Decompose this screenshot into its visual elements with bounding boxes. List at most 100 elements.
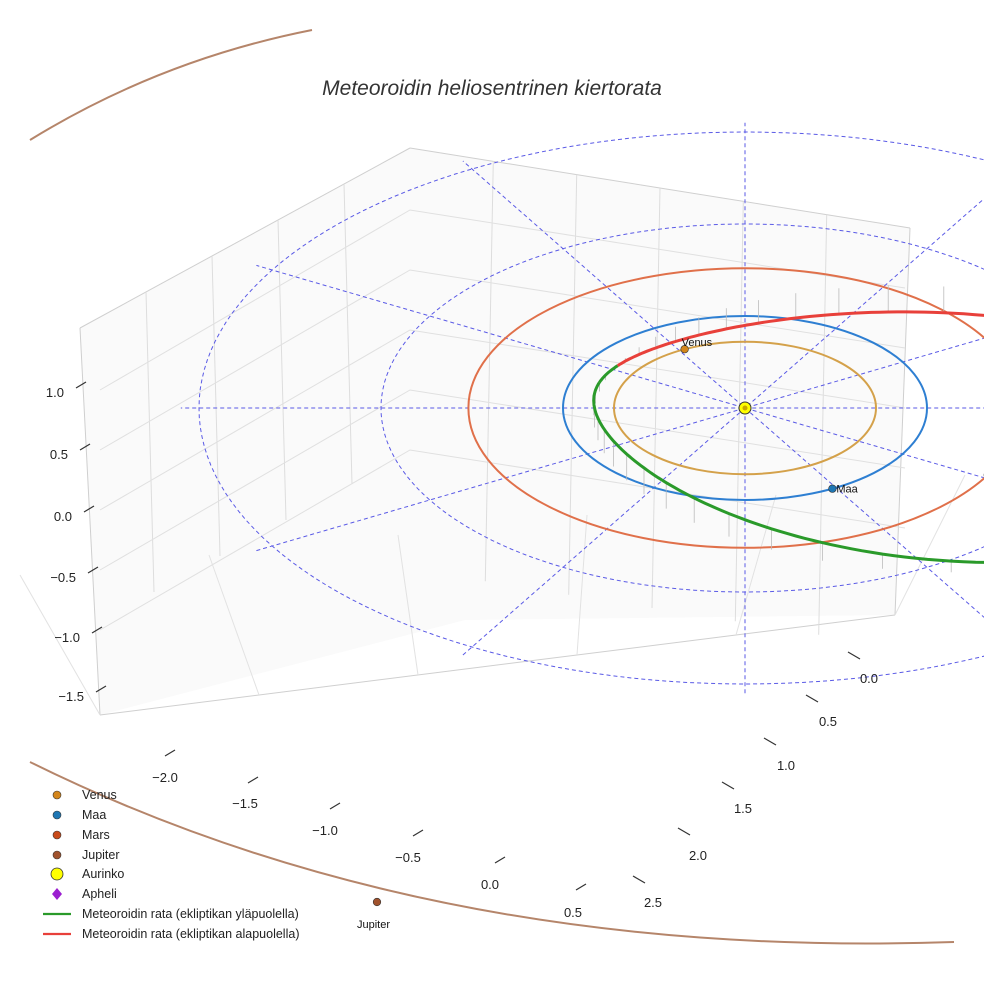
z-tick-labels: 1.0 0.5 0.0 −0.5 −1.0 −1.5 xyxy=(46,385,84,704)
z-tick-label: 0.5 xyxy=(50,447,68,462)
y-tick-labels: 0.0 0.5 1.0 1.5 2.0 2.5 xyxy=(644,671,878,910)
legend-label: Aurinko xyxy=(82,867,124,881)
legend-item-apheli: Apheli xyxy=(52,887,117,901)
legend-marker xyxy=(52,810,62,820)
grid-line xyxy=(208,554,260,696)
planet-label-jupiter: Jupiter xyxy=(357,919,390,931)
x-tick-mark xyxy=(164,749,176,757)
legend-item-jupiter: Jupiter xyxy=(52,848,120,862)
y-tick-mark xyxy=(847,651,861,660)
z-tick-label: 1.0 xyxy=(46,385,64,400)
planet-label-maa: Maa xyxy=(836,484,858,496)
z-tick-label: −0.5 xyxy=(50,570,76,585)
legend-marker xyxy=(52,850,62,860)
y-tick-label: 2.5 xyxy=(644,895,662,910)
grid-line xyxy=(99,389,906,571)
orbit-segment-above xyxy=(592,381,984,564)
x-tick-label: 0.0 xyxy=(481,877,499,892)
y-tick-mark xyxy=(632,875,646,884)
z-tick-mark xyxy=(79,443,91,451)
z-tick-label: 0.0 xyxy=(54,509,72,524)
grid-lines xyxy=(19,161,966,716)
legend-label: Maa xyxy=(82,808,106,822)
sun-core xyxy=(742,405,748,411)
legend-label: Meteoroidin rata (ekliptikan yläpuolella… xyxy=(82,907,299,921)
ecliptic-spoke xyxy=(256,264,984,479)
y-tick-label: 2.0 xyxy=(689,848,707,863)
grid-line xyxy=(99,209,906,391)
orbit-segment-above xyxy=(598,364,619,384)
ecliptic-ring xyxy=(380,223,984,593)
axes-box xyxy=(19,147,966,891)
z-tick-mark xyxy=(83,505,95,513)
x-tick-label: −0.5 xyxy=(395,850,421,865)
grid-line xyxy=(734,201,744,622)
z-tick-label: −1.5 xyxy=(58,689,84,704)
legend-item-orbit-below: Meteoroidin rata (ekliptikan alapuolella… xyxy=(43,927,299,941)
legend-marker xyxy=(50,867,64,881)
grid-line xyxy=(735,494,777,636)
axis-edge-bottom xyxy=(99,614,896,716)
x-tick-mark xyxy=(494,856,506,864)
legend-item-mars: Mars xyxy=(52,828,110,842)
z-tick-label: −1.0 xyxy=(54,630,80,645)
grid-line xyxy=(211,255,221,557)
axis-edge-top-left xyxy=(79,147,411,329)
legend-item-venus: Venus xyxy=(52,788,117,802)
x-tick-labels: −2.0 −1.5 −1.0 −0.5 0.0 0.5 xyxy=(152,770,582,920)
legend-label: Jupiter xyxy=(82,848,120,862)
legend: Venus Maa Mars Jupiter Aurinko Apheli Me… xyxy=(43,788,299,941)
axis-edge-left xyxy=(79,327,101,716)
planet-orbits xyxy=(29,29,984,945)
legend-item-maa: Maa xyxy=(52,808,106,822)
x-tick-mark xyxy=(575,883,587,891)
x-tick-label: −2.0 xyxy=(152,770,178,785)
orbit-mars xyxy=(467,267,984,549)
grid-line xyxy=(99,449,906,631)
y-tick-mark xyxy=(721,781,735,790)
planet-label-venus: Venus xyxy=(682,337,713,349)
grid-line xyxy=(651,187,661,609)
y-tick-label: 0.5 xyxy=(819,714,837,729)
x-tick-label: −1.0 xyxy=(312,823,338,838)
y-tick-mark xyxy=(805,694,819,703)
grid-line xyxy=(19,574,101,716)
x-tick-mark xyxy=(329,802,341,810)
legend-label: Mars xyxy=(82,828,110,842)
z-tick-mark xyxy=(95,685,107,693)
planet-jupiter xyxy=(372,897,382,907)
grid-line xyxy=(397,534,419,676)
grid-line xyxy=(568,174,578,595)
ecliptic-ring xyxy=(198,131,984,685)
meteoroid-orbit xyxy=(592,285,984,573)
planet-maa xyxy=(828,484,837,493)
x-tick-label: −1.5 xyxy=(232,796,258,811)
grid-line xyxy=(277,219,287,521)
axes-pane xyxy=(80,148,910,715)
y-tick-mark xyxy=(763,737,777,746)
grid-line xyxy=(818,214,828,635)
axis-ticks xyxy=(75,381,861,891)
axis-edge-right xyxy=(894,227,911,616)
grid-line xyxy=(99,269,906,451)
z-tick-mark xyxy=(87,566,99,574)
grid-line xyxy=(894,474,966,616)
legend-marker xyxy=(52,830,62,840)
legend-item-aurinko: Aurinko xyxy=(50,867,124,881)
y-tick-label: 0.0 xyxy=(860,671,878,686)
grid-line xyxy=(343,183,353,485)
orbit-segment-below xyxy=(616,310,984,367)
grid-line xyxy=(484,161,494,582)
grid-line xyxy=(145,291,155,593)
legend-marker xyxy=(52,790,62,800)
legend-label: Apheli xyxy=(82,887,117,901)
ecliptic-spoke xyxy=(256,337,984,552)
orbit-venus xyxy=(613,340,877,476)
legend-item-orbit-above: Meteoroidin rata (ekliptikan yläpuolella… xyxy=(43,907,299,921)
y-tick-label: 1.5 xyxy=(734,801,752,816)
chart-title: Meteoroidin heliosentrinen kiertorata xyxy=(322,77,662,100)
legend-label: Venus xyxy=(82,788,117,802)
orbit-jupiter xyxy=(29,761,955,945)
y-tick-label: 1.0 xyxy=(777,758,795,773)
